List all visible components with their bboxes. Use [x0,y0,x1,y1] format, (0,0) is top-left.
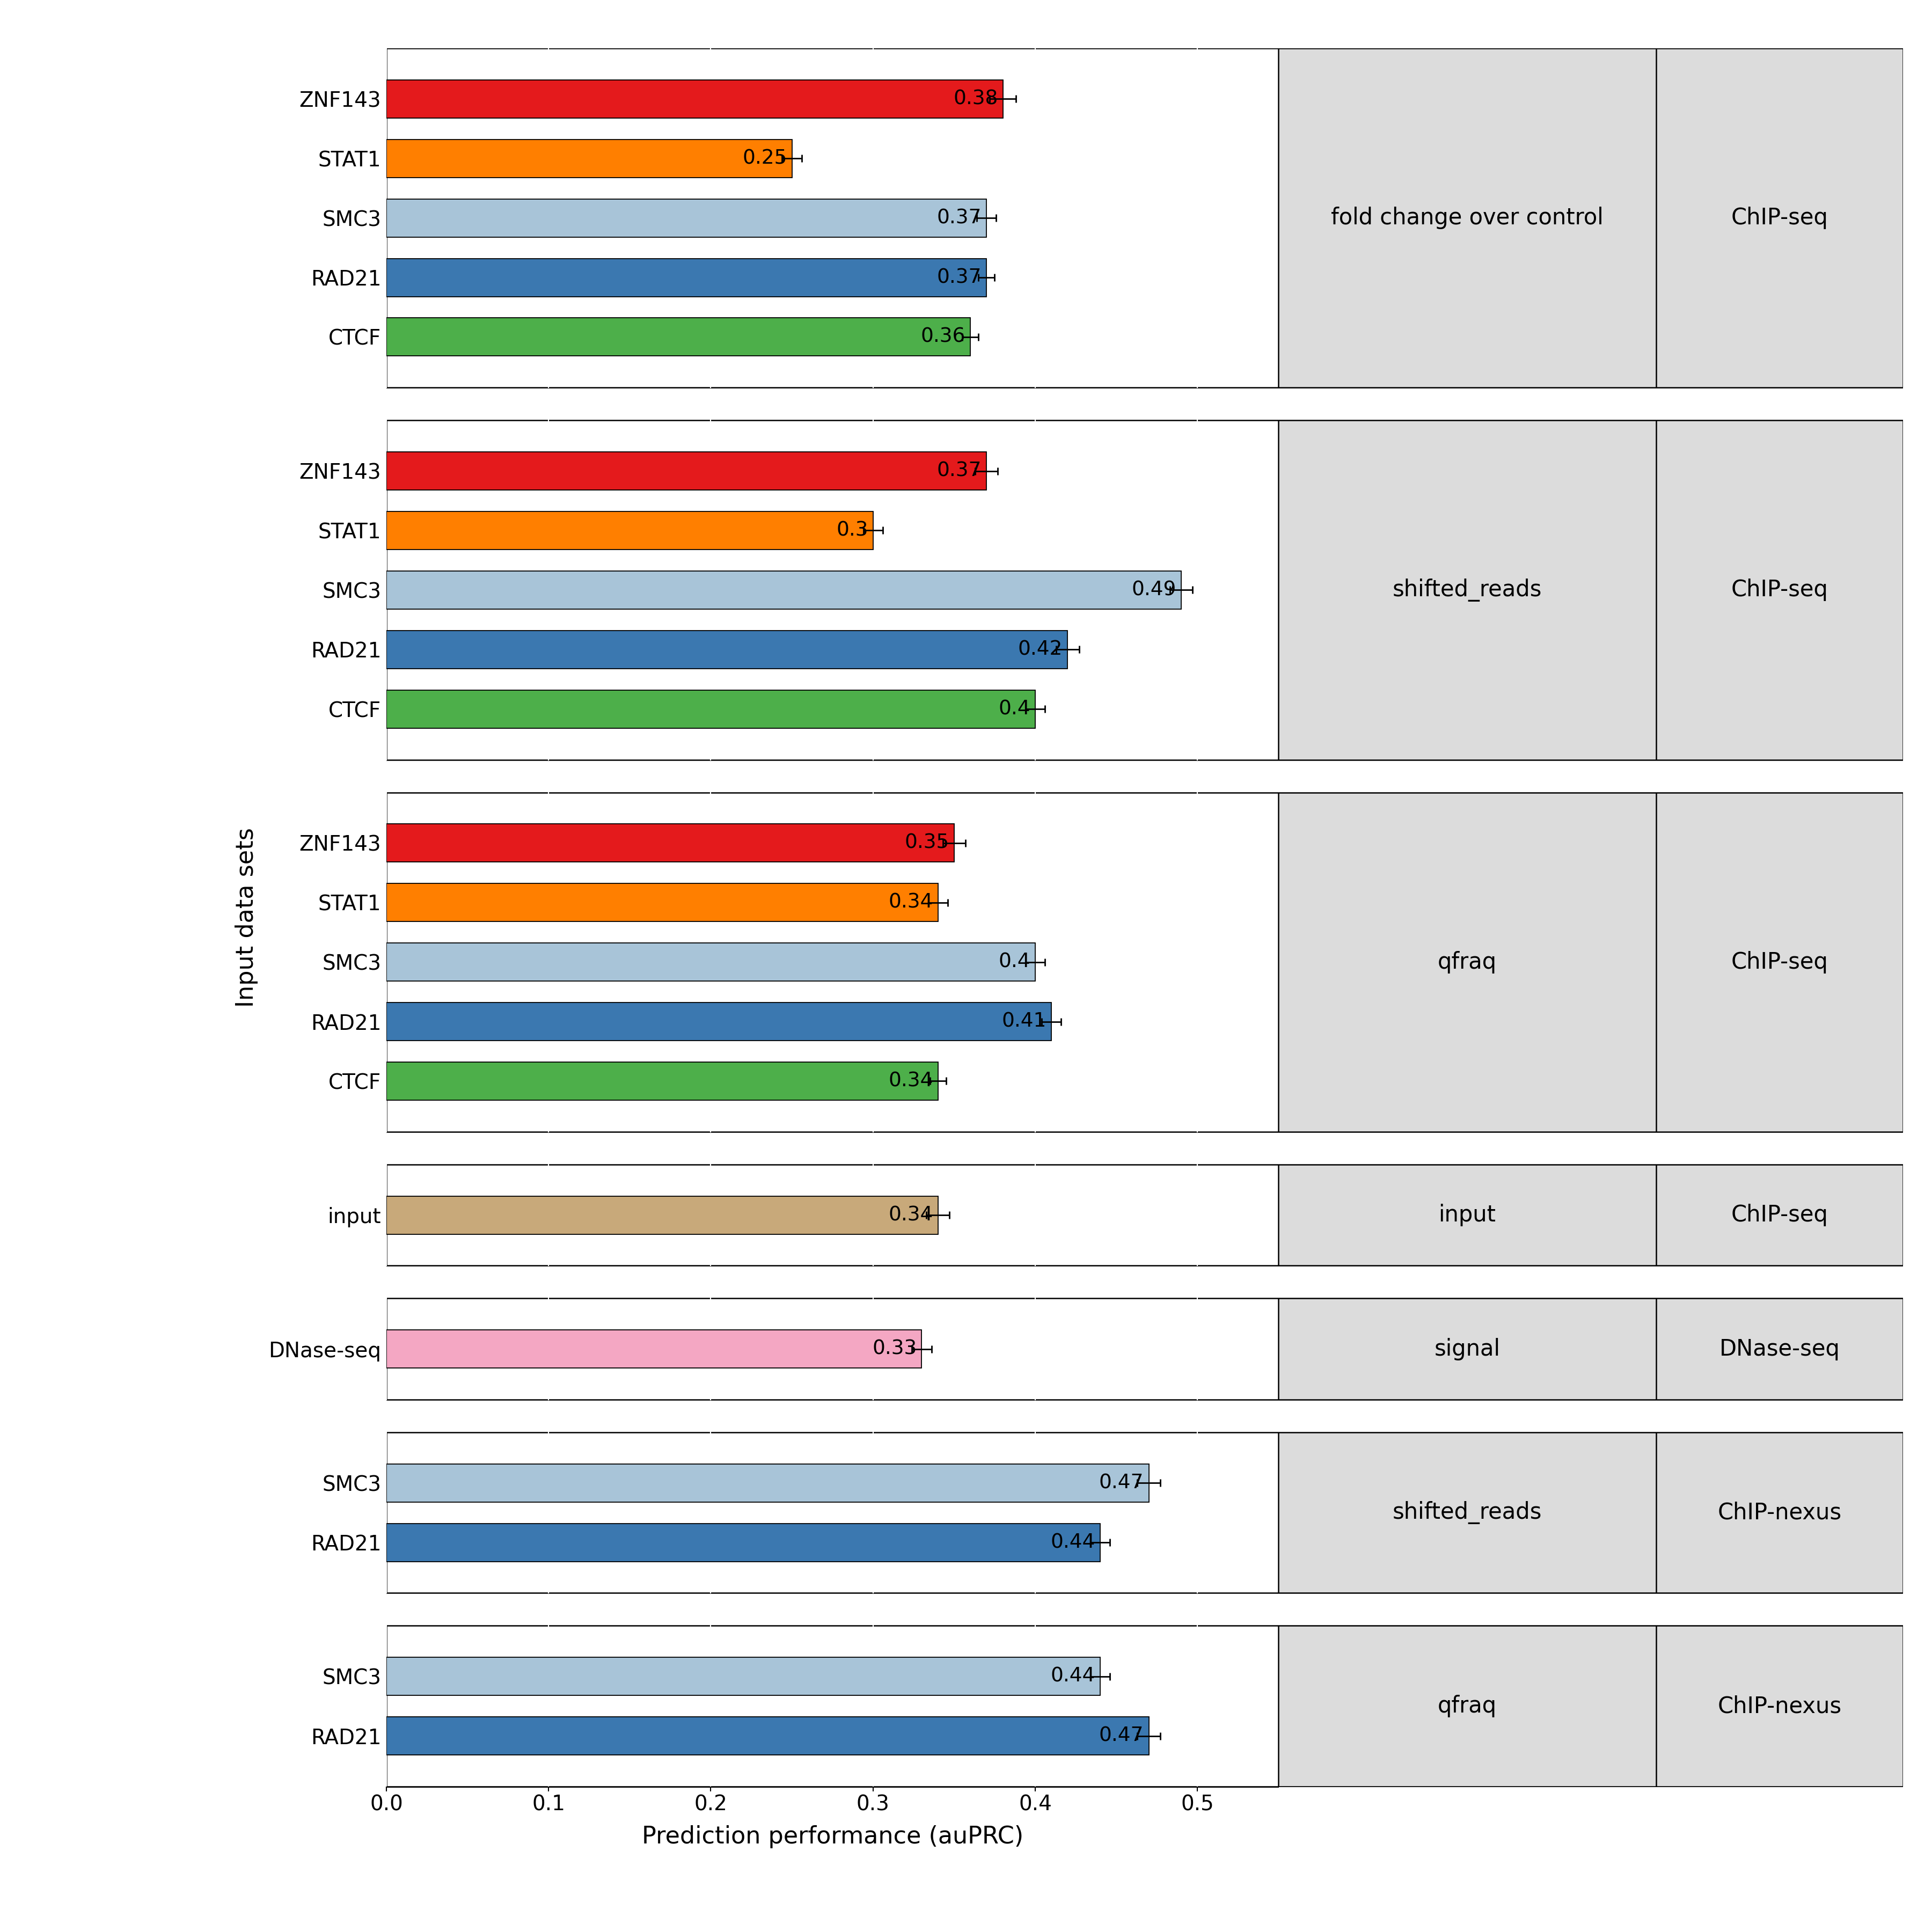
Bar [386,1063,937,1099]
Bar [386,319,970,355]
Text: ChIP-nexus: ChIP-nexus [1718,1501,1841,1524]
Text: 0.3: 0.3 [837,522,867,541]
Bar [386,139,792,178]
Text: qfraq: qfraq [1437,951,1497,974]
Bar [1279,1165,1656,1265]
Bar [1279,421,1656,759]
Text: shifted_reads: shifted_reads [1393,1501,1542,1524]
Bar [1656,1298,1903,1399]
Text: 0.36: 0.36 [922,327,966,346]
Bar [386,1718,1150,1754]
Bar [386,1003,1051,1041]
Bar [386,512,873,549]
Text: 0.37: 0.37 [937,462,981,481]
Text: 0.49: 0.49 [1132,580,1177,599]
Bar [386,690,1036,728]
Bar [386,199,987,238]
Text: DNase-seq: DNase-seq [1719,1337,1839,1360]
Text: ChIP-seq: ChIP-seq [1731,1204,1828,1227]
Text: 0.44: 0.44 [1051,1532,1095,1551]
Bar [386,792,1279,1132]
Text: 0.4: 0.4 [999,699,1030,719]
Bar [386,572,1180,609]
Text: 0.42: 0.42 [1018,639,1063,659]
Text: 0.25: 0.25 [742,149,786,168]
Text: qfraq: qfraq [1437,1694,1497,1718]
Bar [1656,1432,1903,1594]
Text: 0.33: 0.33 [871,1339,918,1358]
Text: 0.37: 0.37 [937,269,981,288]
Bar [386,630,1068,668]
Bar [1656,1627,1903,1787]
Bar [1279,48,1656,388]
Bar [386,79,1003,118]
Text: ChIP-seq: ChIP-seq [1731,580,1828,601]
Text: 0.47: 0.47 [1099,1474,1144,1493]
Text: ChIP-seq: ChIP-seq [1731,207,1828,230]
Bar [1656,1165,1903,1265]
Bar [386,1658,1099,1696]
Bar [386,48,1279,388]
Text: ChIP-nexus: ChIP-nexus [1718,1694,1841,1718]
Bar [386,452,987,491]
Bar [1656,792,1903,1132]
Text: 0.34: 0.34 [889,1072,933,1092]
X-axis label: Prediction performance (auPRC): Prediction performance (auPRC) [641,1826,1024,1849]
Bar [386,1298,1279,1399]
Bar [386,1524,1099,1561]
Bar [1279,1432,1656,1594]
Y-axis label: Input data sets: Input data sets [236,827,259,1009]
Text: 0.35: 0.35 [904,833,949,852]
Bar [386,1196,937,1235]
Bar [386,1464,1150,1501]
Text: 0.44: 0.44 [1051,1667,1095,1687]
Bar [386,1165,1279,1265]
Text: 0.34: 0.34 [889,893,933,912]
Text: input: input [1439,1204,1495,1227]
Bar [386,421,1279,759]
Text: shifted_reads: shifted_reads [1393,578,1542,601]
Bar [386,943,1036,981]
Bar [386,823,954,862]
Bar [1279,792,1656,1132]
Bar [1279,1298,1656,1399]
Text: 0.41: 0.41 [1003,1012,1047,1032]
Bar [1656,421,1903,759]
Bar [386,883,937,922]
Bar [386,1627,1279,1787]
Bar [1279,1627,1656,1787]
Text: ChIP-seq: ChIP-seq [1731,951,1828,974]
Text: 0.34: 0.34 [889,1206,933,1225]
Text: signal: signal [1434,1337,1501,1360]
Bar [1656,48,1903,388]
Bar [386,259,987,296]
Text: 0.38: 0.38 [952,89,999,108]
Text: 0.4: 0.4 [999,952,1030,972]
Text: fold change over control: fold change over control [1331,207,1604,230]
Text: 0.37: 0.37 [937,209,981,228]
Bar [386,1432,1279,1594]
Text: 0.47: 0.47 [1099,1727,1144,1747]
Bar [386,1329,922,1368]
